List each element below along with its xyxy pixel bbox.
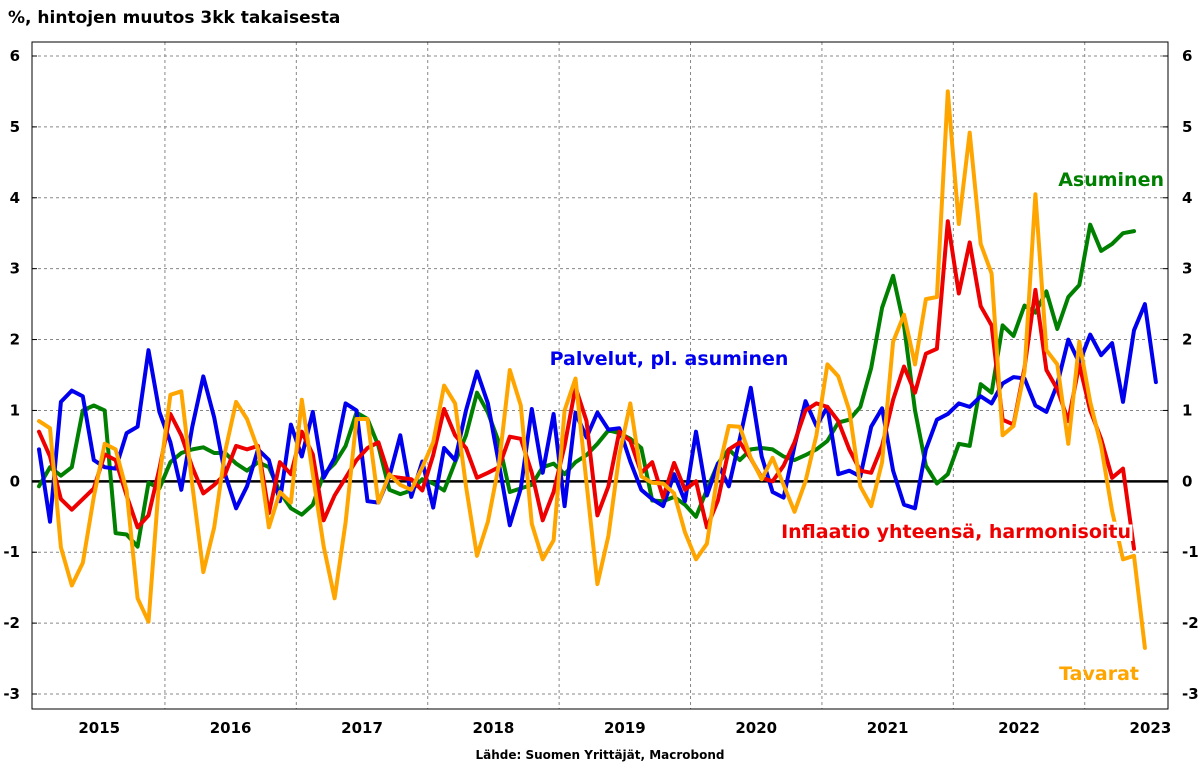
series-line xyxy=(37,89,1147,650)
x-tick-label: 2015 xyxy=(78,719,120,737)
x-tick-label: 2023 xyxy=(1130,719,1172,737)
y-tick-label-right: 3 xyxy=(1182,260,1192,278)
y-tick-label-left: -1 xyxy=(3,543,20,561)
y-tick-label-right: -3 xyxy=(1182,685,1199,703)
labels-layer: Palvelut, pl. asuminen Asuminen Inflaatio … xyxy=(550,169,1164,685)
y-tick-label-left: 3 xyxy=(10,260,20,278)
y-tick-label-left: 0 xyxy=(10,472,20,490)
series-label: Tavarat xyxy=(1059,663,1139,685)
y-tick-label-right: 0 xyxy=(1182,472,1192,490)
y-tick-label-right: 2 xyxy=(1182,331,1192,349)
series-label: Inflaatio yhteensä, harmonisoitu xyxy=(781,521,1131,543)
series-label: Asuminen xyxy=(1058,169,1164,191)
axes: -3 -3 -2 -2 -1 -1 0 0 1 1 2 2 3 3 4 4 5 5 6 6 2015 2016 2017 20… xyxy=(3,41,1199,737)
plot-frame xyxy=(31,41,1169,710)
x-tick-label: 2018 xyxy=(473,719,515,737)
y-tick-label-right: 1 xyxy=(1182,401,1192,419)
y-tick-label-left: 5 xyxy=(10,118,20,136)
y-tick-label-right: 6 xyxy=(1182,47,1192,65)
y-tick-label-left: 6 xyxy=(10,47,20,65)
y-tick-label-right: 4 xyxy=(1182,189,1192,207)
y-tick-label-left: 1 xyxy=(10,401,20,419)
source-note: Lähde: Suomen Yrittäjät, Macrobond xyxy=(475,748,725,762)
y-tick-label-left: 2 xyxy=(10,331,20,349)
x-tick-label: 2017 xyxy=(341,719,383,737)
y-tick-label-right: -2 xyxy=(1182,614,1199,632)
y-tick-label-left: 4 xyxy=(10,189,20,207)
series-layer xyxy=(37,89,1158,650)
series-label: Palvelut, pl. asuminen xyxy=(550,348,789,370)
y-tick-label-left: -3 xyxy=(3,685,20,703)
x-tick-label: 2021 xyxy=(867,719,909,737)
chart-title: %, hintojen muutos 3kk takaisesta xyxy=(8,8,341,28)
y-tick-label-right: -1 xyxy=(1182,543,1199,561)
y-tick-label-right: 5 xyxy=(1182,118,1192,136)
x-tick-label: 2019 xyxy=(604,719,646,737)
x-tick-label: 2022 xyxy=(998,719,1040,737)
y-tick-label-left: -2 xyxy=(3,614,20,632)
x-tick-label: 2020 xyxy=(735,719,777,737)
x-tick-label: 2016 xyxy=(210,719,252,737)
